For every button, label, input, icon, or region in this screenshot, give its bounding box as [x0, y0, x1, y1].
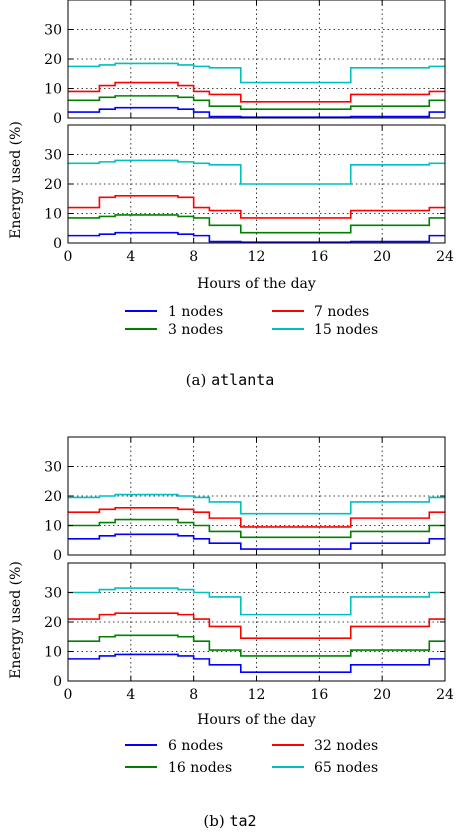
x-tick-label: 8	[189, 249, 198, 265]
figure-caption: (a) atlanta	[186, 371, 275, 389]
y-tick-label: 0	[53, 111, 62, 127]
y-tick-label: 0	[53, 548, 62, 564]
x-tick-label: 20	[373, 687, 391, 703]
legend-label: 3 nodes	[168, 322, 223, 338]
y-tick-label: 10	[44, 82, 62, 98]
y-tick-label: 20	[44, 177, 62, 193]
series-line-32-nodes	[68, 612, 445, 640]
x-tick-label: 0	[64, 687, 73, 703]
x-tick-label: 24	[436, 249, 454, 265]
series-line-6-nodes	[68, 653, 445, 673]
x-tick-label: 0	[64, 249, 73, 265]
y-axis-label: Energy used (%)	[8, 121, 24, 239]
legend-label: 6 nodes	[168, 738, 223, 754]
series-line-16-nodes	[68, 634, 445, 657]
y-tick-label: 30	[44, 148, 62, 164]
x-tick-label: 24	[436, 687, 454, 703]
x-tick-label: 12	[248, 249, 266, 265]
figure-caption: (b) ta2	[203, 812, 256, 830]
x-tick-label: 20	[373, 249, 391, 265]
y-tick-label: 10	[44, 207, 62, 223]
series-line-7-nodes	[68, 81, 445, 103]
y-tick-label: 0	[53, 236, 62, 252]
y-tick-label: 20	[44, 615, 62, 631]
x-tick-label: 12	[248, 687, 266, 703]
y-tick-label: 30	[44, 460, 62, 476]
legend-label: 65 nodes	[314, 760, 378, 776]
y-tick-label: 10	[44, 645, 62, 661]
series-line-15-nodes	[68, 159, 445, 185]
panel-atlanta-bottom: 0 10 20 30 0 4 8 12 16 20 24	[44, 124, 454, 265]
y-tick-label: 30	[44, 23, 62, 39]
x-tick-label: 16	[310, 687, 328, 703]
x-axis-label: Hours of the day	[197, 712, 316, 728]
x-axis-label: Hours of the day	[197, 276, 316, 292]
y-tick-label: 20	[44, 489, 62, 505]
y-tick-label: 10	[44, 519, 62, 535]
caption-prefix: (a)	[186, 371, 211, 389]
series-line-3-nodes	[68, 214, 445, 234]
y-tick-label: 0	[53, 674, 62, 690]
figure-atlanta: Energy used (%) Hours of the day 1 nodes 7 …	[8, 121, 378, 389]
legend-label: 16 nodes	[168, 760, 232, 776]
series-line-15-nodes	[68, 62, 445, 84]
panel-ta2-bottom: 0 10 20 30 0 4 8 12 16 20 24	[44, 562, 454, 703]
legend-label: 1 nodes	[168, 304, 223, 320]
figure-ta2: Energy used (%) Hours of the day 6 nodes 32…	[8, 561, 378, 830]
series-line-1-nodes	[68, 231, 445, 243]
legend-label: 32 nodes	[314, 738, 378, 754]
series-line-65-nodes	[68, 587, 445, 616]
x-tick-label: 4	[126, 687, 135, 703]
panel-ta2-top: 0 10 20 30	[44, 436, 446, 564]
legend-label: 15 nodes	[314, 322, 378, 338]
y-tick-label: 20	[44, 52, 62, 68]
series-line-7-nodes	[68, 195, 445, 219]
series-line-6-nodes	[68, 533, 445, 550]
y-tick-label: 30	[44, 586, 62, 602]
x-tick-label: 8	[189, 687, 198, 703]
series-line-65-nodes	[68, 493, 445, 515]
legend-label: 7 nodes	[314, 304, 369, 320]
x-tick-label: 4	[126, 249, 135, 265]
caption-name: atlanta	[211, 371, 274, 389]
caption-name: ta2	[229, 812, 256, 830]
panel-atlanta-top: 0 10 20 30	[44, 0, 446, 127]
x-tick-label: 16	[310, 249, 328, 265]
series-line-1-nodes	[68, 106, 445, 118]
caption-prefix: (b)	[203, 812, 229, 830]
series-line-3-nodes	[68, 95, 445, 110]
series-line-16-nodes	[68, 518, 445, 539]
y-axis-label: Energy used (%)	[8, 561, 24, 679]
series-line-32-nodes	[68, 507, 445, 528]
